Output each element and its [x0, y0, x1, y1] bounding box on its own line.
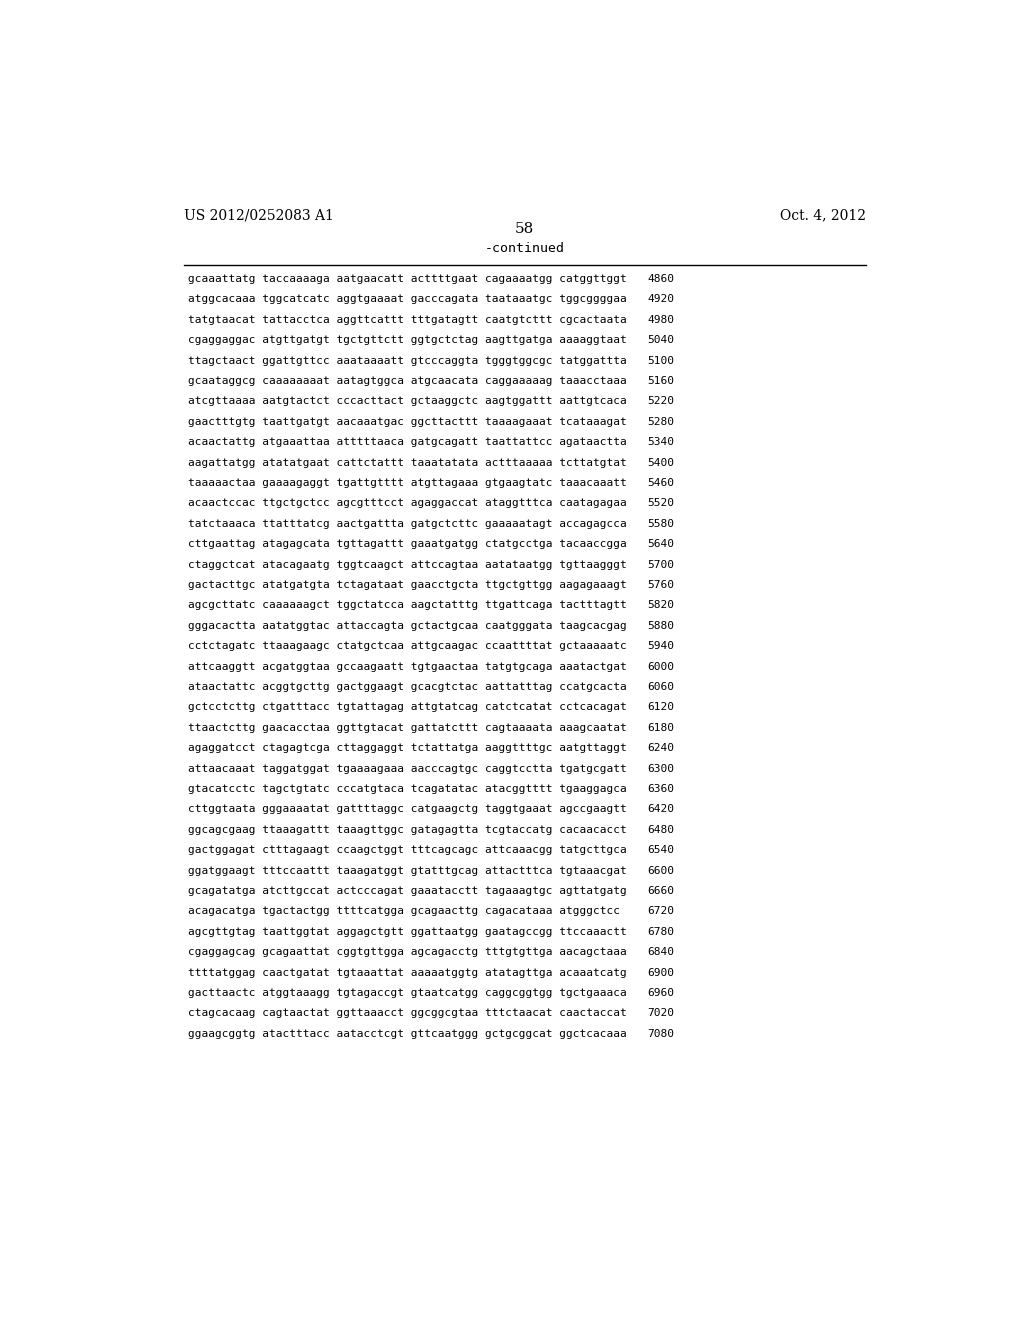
Text: 5100: 5100	[647, 355, 674, 366]
Text: ctagcacaag cagtaactat ggttaaacct ggcggcgtaa tttctaacat caactaccat: ctagcacaag cagtaactat ggttaaacct ggcggcg…	[188, 1008, 627, 1019]
Text: agaggatcct ctagagtcga cttaggaggt tctattatga aaggttttgc aatgttaggt: agaggatcct ctagagtcga cttaggaggt tctatta…	[188, 743, 627, 754]
Text: 5220: 5220	[647, 396, 674, 407]
Text: ataactattc acggtgcttg gactggaagt gcacgtctac aattatttag ccatgcacta: ataactattc acggtgcttg gactggaagt gcacgtc…	[188, 682, 627, 692]
Text: 6540: 6540	[647, 845, 674, 855]
Text: gcaataggcg caaaaaaaat aatagtggca atgcaacata caggaaaaag taaacctaaa: gcaataggcg caaaaaaaat aatagtggca atgcaac…	[188, 376, 627, 385]
Text: 6480: 6480	[647, 825, 674, 834]
Text: gacttaactc atggtaaagg tgtagaccgt gtaatcatgg caggcggtgg tgctgaaaca: gacttaactc atggtaaagg tgtagaccgt gtaatca…	[188, 989, 627, 998]
Text: gtacatcctc tagctgtatc cccatgtaca tcagatatac atacggtttt tgaaggagca: gtacatcctc tagctgtatc cccatgtaca tcagata…	[188, 784, 627, 795]
Text: 7020: 7020	[647, 1008, 674, 1019]
Text: tatctaaaca ttatttatcg aactgattta gatgctcttc gaaaaatagt accagagcca: tatctaaaca ttatttatcg aactgattta gatgctc…	[188, 519, 627, 529]
Text: 6600: 6600	[647, 866, 674, 875]
Text: taaaaactaa gaaaagaggt tgattgtttt atgttagaaa gtgaagtatc taaacaaatt: taaaaactaa gaaaagaggt tgattgtttt atgttag…	[188, 478, 627, 488]
Text: 6420: 6420	[647, 804, 674, 814]
Text: cctctagatc ttaaagaagc ctatgctcaa attgcaagac ccaattttat gctaaaaatc: cctctagatc ttaaagaagc ctatgctcaa attgcaa…	[188, 642, 627, 651]
Text: 6780: 6780	[647, 927, 674, 937]
Text: 6360: 6360	[647, 784, 674, 795]
Text: 5640: 5640	[647, 539, 674, 549]
Text: atggcacaaa tggcatcatc aggtgaaaat gacccagata taataaatgc tggcggggaa: atggcacaaa tggcatcatc aggtgaaaat gacccag…	[188, 294, 627, 305]
Text: 7080: 7080	[647, 1028, 674, 1039]
Text: ctaggctcat atacagaatg tggtcaagct attccagtaa aatataatgg tgttaagggt: ctaggctcat atacagaatg tggtcaagct attccag…	[188, 560, 627, 569]
Text: acaactccac ttgctgctcc agcgtttcct agaggaccat ataggtttca caatagagaa: acaactccac ttgctgctcc agcgtttcct agaggac…	[188, 499, 627, 508]
Text: acagacatga tgactactgg ttttcatgga gcagaacttg cagacataaa atgggctcc: acagacatga tgactactgg ttttcatgga gcagaac…	[188, 907, 621, 916]
Text: 6660: 6660	[647, 886, 674, 896]
Text: 6960: 6960	[647, 989, 674, 998]
Text: 5880: 5880	[647, 620, 674, 631]
Text: 5580: 5580	[647, 519, 674, 529]
Text: 5460: 5460	[647, 478, 674, 488]
Text: gctcctcttg ctgatttacc tgtattagag attgtatcag catctcatat cctcacagat: gctcctcttg ctgatttacc tgtattagag attgtat…	[188, 702, 627, 713]
Text: agcgttgtag taattggtat aggagctgtt ggattaatgg gaatagccgg ttccaaactt: agcgttgtag taattggtat aggagctgtt ggattaa…	[188, 927, 627, 937]
Text: 4920: 4920	[647, 294, 674, 305]
Text: 58: 58	[515, 222, 535, 235]
Text: agcgcttatc caaaaaagct tggctatcca aagctatttg ttgattcaga tactttagtt: agcgcttatc caaaaaagct tggctatcca aagctat…	[188, 601, 627, 610]
Text: gaactttgtg taattgatgt aacaaatgac ggcttacttt taaaagaaat tcataaagat: gaactttgtg taattgatgt aacaaatgac ggcttac…	[188, 417, 627, 426]
Text: 6000: 6000	[647, 661, 674, 672]
Text: ggatggaagt tttccaattt taaagatggt gtatttgcag attactttca tgtaaacgat: ggatggaagt tttccaattt taaagatggt gtatttg…	[188, 866, 627, 875]
Text: 6300: 6300	[647, 763, 674, 774]
Text: 6060: 6060	[647, 682, 674, 692]
Text: cgaggaggac atgttgatgt tgctgttctt ggtgctctag aagttgatga aaaaggtaat: cgaggaggac atgttgatgt tgctgttctt ggtgctc…	[188, 335, 627, 345]
Text: 6120: 6120	[647, 702, 674, 713]
Text: Oct. 4, 2012: Oct. 4, 2012	[780, 209, 866, 223]
Text: ggaagcggtg atactttacc aatacctcgt gttcaatggg gctgcggcat ggctcacaaa: ggaagcggtg atactttacc aatacctcgt gttcaat…	[188, 1028, 627, 1039]
Text: ttaactcttg gaacacctaa ggttgtacat gattatcttt cagtaaaata aaagcaatat: ttaactcttg gaacacctaa ggttgtacat gattatc…	[188, 723, 627, 733]
Text: ttttatggag caactgatat tgtaaattat aaaaatggtg atatagttga acaaatcatg: ttttatggag caactgatat tgtaaattat aaaaatg…	[188, 968, 627, 978]
Text: attcaaggtt acgatggtaa gccaagaatt tgtgaactaa tatgtgcaga aaatactgat: attcaaggtt acgatggtaa gccaagaatt tgtgaac…	[188, 661, 627, 672]
Text: attaacaaat taggatggat tgaaaagaaa aacccagtgc caggtcctta tgatgcgatt: attaacaaat taggatggat tgaaaagaaa aacccag…	[188, 763, 627, 774]
Text: cgaggagcag gcagaattat cggtgttgga agcagacctg tttgtgttga aacagctaaa: cgaggagcag gcagaattat cggtgttgga agcagac…	[188, 948, 627, 957]
Text: gactacttgc atatgatgta tctagataat gaacctgcta ttgctgttgg aagagaaagt: gactacttgc atatgatgta tctagataat gaacctg…	[188, 579, 627, 590]
Text: gggacactta aatatggtac attaccagta gctactgcaa caatgggata taagcacgag: gggacactta aatatggtac attaccagta gctactg…	[188, 620, 627, 631]
Text: 5940: 5940	[647, 642, 674, 651]
Text: aagattatgg atatatgaat cattctattt taaatatata actttaaaaa tcttatgtat: aagattatgg atatatgaat cattctattt taaatat…	[188, 458, 627, 467]
Text: 5280: 5280	[647, 417, 674, 426]
Text: 5700: 5700	[647, 560, 674, 569]
Text: 6240: 6240	[647, 743, 674, 754]
Text: 4980: 4980	[647, 314, 674, 325]
Text: 6720: 6720	[647, 907, 674, 916]
Text: 5820: 5820	[647, 601, 674, 610]
Text: -continued: -continued	[484, 242, 565, 255]
Text: 5340: 5340	[647, 437, 674, 447]
Text: 6840: 6840	[647, 948, 674, 957]
Text: 5520: 5520	[647, 499, 674, 508]
Text: gcagatatga atcttgccat actcccagat gaaatacctt tagaaagtgc agttatgatg: gcagatatga atcttgccat actcccagat gaaatac…	[188, 886, 627, 896]
Text: tatgtaacat tattacctca aggttcattt tttgatagtt caatgtcttt cgcactaata: tatgtaacat tattacctca aggttcattt tttgata…	[188, 314, 627, 325]
Text: ggcagcgaag ttaaagattt taaagttggc gatagagtta tcgtaccatg cacaacacct: ggcagcgaag ttaaagattt taaagttggc gatagag…	[188, 825, 627, 834]
Text: 6900: 6900	[647, 968, 674, 978]
Text: 4860: 4860	[647, 275, 674, 284]
Text: 6180: 6180	[647, 723, 674, 733]
Text: US 2012/0252083 A1: US 2012/0252083 A1	[183, 209, 334, 223]
Text: 5040: 5040	[647, 335, 674, 345]
Text: ttagctaact ggattgttcc aaataaaatt gtcccaggta tgggtggcgc tatggattta: ttagctaact ggattgttcc aaataaaatt gtcccag…	[188, 355, 627, 366]
Text: cttgaattag atagagcata tgttagattt gaaatgatgg ctatgcctga tacaaccgga: cttgaattag atagagcata tgttagattt gaaatga…	[188, 539, 627, 549]
Text: acaactattg atgaaattaa atttttaaca gatgcagatt taattattcc agataactta: acaactattg atgaaattaa atttttaaca gatgcag…	[188, 437, 627, 447]
Text: 5400: 5400	[647, 458, 674, 467]
Text: atcgttaaaa aatgtactct cccacttact gctaaggctc aagtggattt aattgtcaca: atcgttaaaa aatgtactct cccacttact gctaagg…	[188, 396, 627, 407]
Text: cttggtaata gggaaaatat gattttaggc catgaagctg taggtgaaat agccgaagtt: cttggtaata gggaaaatat gattttaggc catgaag…	[188, 804, 627, 814]
Text: gcaaattatg taccaaaaga aatgaacatt acttttgaat cagaaaatgg catggttggt: gcaaattatg taccaaaaga aatgaacatt acttttg…	[188, 275, 627, 284]
Text: 5760: 5760	[647, 579, 674, 590]
Text: gactggagat ctttagaagt ccaagctggt tttcagcagc attcaaacgg tatgcttgca: gactggagat ctttagaagt ccaagctggt tttcagc…	[188, 845, 627, 855]
Text: 5160: 5160	[647, 376, 674, 385]
